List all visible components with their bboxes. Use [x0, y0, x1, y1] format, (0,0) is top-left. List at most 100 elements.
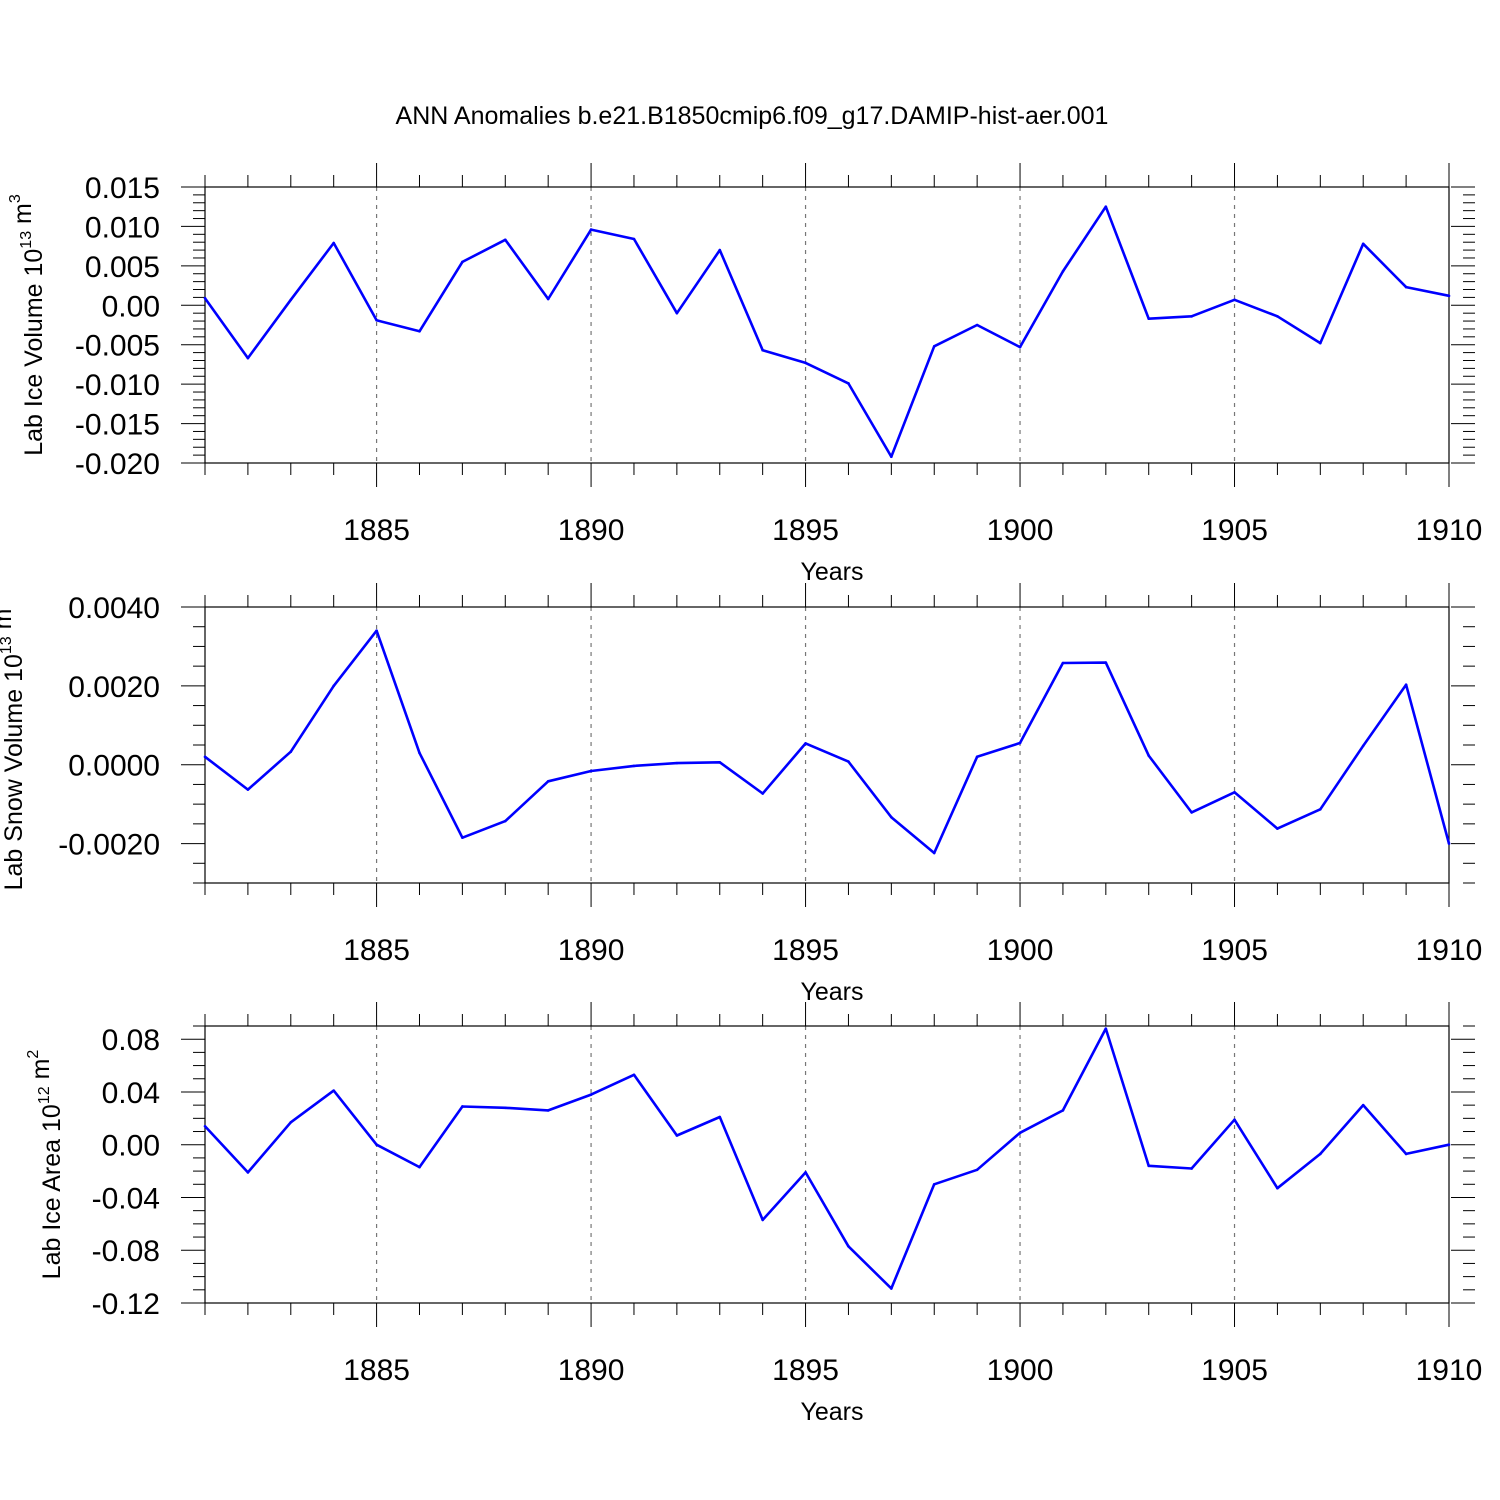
chart0-y-tick-label: -0.005 [75, 330, 160, 363]
chart0-data-point [1104, 205, 1108, 209]
chart2-data-point [1233, 1118, 1236, 1121]
chart0-y-tick-label: 0.00 [102, 290, 160, 323]
chart0-data-point [1147, 317, 1151, 320]
chart0-x-tick-label: 1895 [772, 514, 839, 547]
chart1-data-point [375, 629, 378, 632]
chart2-frame [204, 1025, 1450, 1304]
chart0-data-point [203, 296, 207, 300]
chart2-x-tick-label: 1900 [987, 1354, 1054, 1387]
chart1-data-point [890, 815, 893, 819]
chart0-frame [204, 186, 1450, 464]
chart1-data-point [418, 751, 421, 755]
chart0-y-axis-exponent: 3 [7, 194, 24, 203]
chart1-data-point [546, 779, 550, 783]
chart2-data-point [1361, 1103, 1365, 1107]
chart2-data-point [1447, 1143, 1451, 1147]
chart1-y-axis-label-part: m [0, 609, 17, 637]
chart0-data-point [761, 348, 764, 352]
chart2-data-point [418, 1165, 421, 1169]
chart0-data-point [632, 237, 636, 241]
chart0-y-axis-label-part: m [9, 203, 37, 231]
chart2-x-axis-label: Years [800, 1398, 863, 1426]
chart0-series-line [203, 205, 1450, 459]
chart2-x-tick-label: 1885 [343, 1354, 410, 1387]
chart0-data-point [503, 238, 507, 242]
chart2-y-axis-label-part: m [27, 1059, 55, 1087]
chart0-data-point [1018, 345, 1022, 349]
chart2-data-point [546, 1109, 550, 1112]
chart1-data-point [589, 769, 593, 773]
chart0-data-point [289, 298, 293, 302]
chart2-y-tick-label: -0.04 [92, 1182, 160, 1215]
chart1-x-tick-label: 1905 [1201, 934, 1268, 967]
chart2-data-point [375, 1143, 378, 1147]
chart2-y-axis-exponent: 2 [25, 1050, 42, 1059]
chart0-data-point [546, 297, 550, 301]
chart2-data-point [804, 1171, 807, 1174]
chart1-data-point [1233, 791, 1236, 794]
panel-snow-volume: 0.0040 0.0020 0.0000 -0.0020 1885 1890 1895 190… [0, 583, 1482, 1006]
chart1-x-tick-label: 1890 [558, 934, 625, 967]
chart0-x-tick-label: 1885 [343, 514, 410, 547]
chart0-x-axis-label: Years [800, 558, 863, 586]
chart2-data-point [932, 1182, 936, 1186]
chart0-data-point [675, 311, 679, 315]
chart1-data-point [632, 764, 636, 768]
chart2-x-tick-label: 1890 [558, 1354, 625, 1387]
chart1-data-point [1404, 683, 1408, 686]
chart0-data-point [589, 228, 593, 231]
chart2-data-point [1147, 1164, 1151, 1168]
chart0-data-point [246, 356, 250, 360]
chart2-data-point [1061, 1109, 1065, 1112]
chart1-data-point [461, 836, 464, 839]
chart1-x-tick-label: 1900 [987, 934, 1054, 967]
chart0-data-point [890, 455, 893, 458]
chart0-data-point [375, 318, 378, 322]
chart0-y-axis-label-part: Lab Ice Volume 10 [20, 249, 48, 456]
chart1-x-tick-label: 1885 [343, 934, 410, 967]
chart2-data-point [589, 1093, 593, 1096]
chart2-y-tick-label: 0.04 [102, 1077, 160, 1110]
chart0-x-tick-label: 1890 [558, 514, 625, 547]
chart2-x-tick-label: 1905 [1201, 1354, 1268, 1387]
chart2-data-point [461, 1105, 464, 1108]
chart1-data-point [804, 742, 807, 745]
chart2-data-point [289, 1120, 293, 1124]
chart0-data-point [1190, 315, 1193, 318]
chart0-data-point [1361, 242, 1365, 246]
chart0-y-tick-label: -0.015 [75, 409, 160, 442]
chart1-data-point [1104, 661, 1108, 664]
chart2-data-point [1190, 1167, 1193, 1170]
chart0-y-tick-label: 0.010 [85, 211, 160, 244]
chart2-y-tick-label: -0.12 [92, 1288, 160, 1321]
chart1-data-point [203, 755, 207, 759]
chart1-y-tick-label: 0.0020 [68, 671, 160, 704]
chart1-data-point [1061, 661, 1065, 665]
chart0-data-point [932, 344, 936, 348]
chart1-data-point [1147, 754, 1151, 757]
chart1-data-point [975, 755, 979, 759]
chart0-x-tick-label: 1900 [987, 514, 1054, 547]
chart2-data-point [332, 1089, 335, 1092]
chart2-data-point [718, 1115, 722, 1119]
chart1-data-point [503, 819, 507, 823]
chart2-data-point [890, 1287, 893, 1290]
chart1-x-tick-label: 1895 [772, 934, 839, 967]
chart1-y-tick-label: 0.0000 [68, 750, 160, 783]
chart2-y-axis-exponent: 12 [36, 1086, 53, 1104]
chart0-y-tick-label: 0.015 [85, 172, 160, 205]
chart0-data-point [332, 241, 335, 245]
chart0-data-point [1404, 285, 1408, 289]
chart2-data-point [675, 1134, 679, 1137]
chart2-data-point [847, 1244, 850, 1248]
chart2-data-point [761, 1218, 764, 1222]
chart1-data-point [1447, 842, 1451, 845]
chart0-y-tick-label: 0.005 [85, 251, 160, 284]
chart2-data-point [1276, 1186, 1279, 1190]
chart0-x-tick-label: 1905 [1201, 514, 1268, 547]
chart1-data-point [1190, 811, 1193, 814]
chart0-data-point [1061, 270, 1065, 273]
chart1-x-tick-label: 1910 [1416, 934, 1483, 967]
chart1-y-axis-label: Lab Snow Volume 1013 m3 [0, 600, 28, 891]
chart2-y-tick-label: 0.00 [102, 1130, 160, 1163]
